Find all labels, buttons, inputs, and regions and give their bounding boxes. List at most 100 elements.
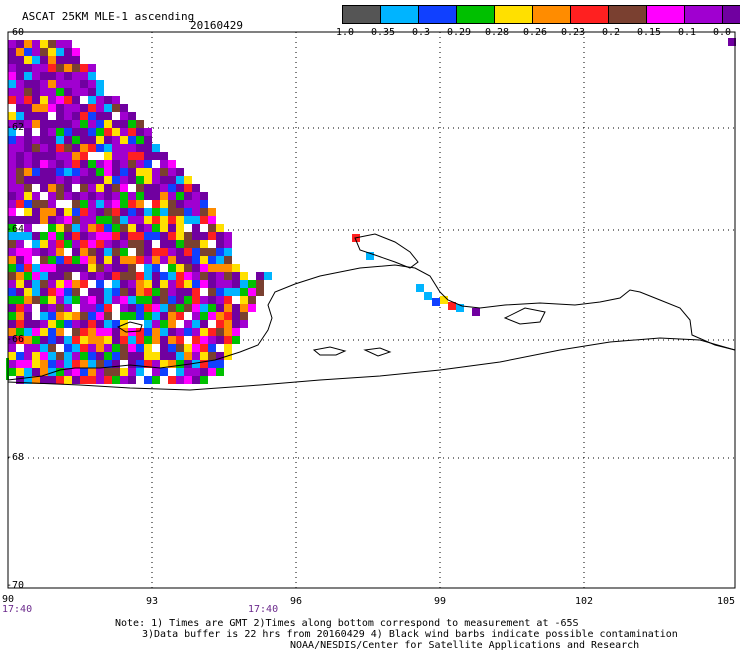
data-cell	[72, 88, 80, 96]
data-cell	[112, 128, 120, 136]
data-cell	[56, 64, 64, 72]
data-cell	[96, 256, 104, 264]
data-cell	[104, 352, 112, 360]
data-cell	[176, 192, 184, 200]
data-cell	[208, 360, 216, 368]
data-cell	[32, 72, 40, 80]
data-cell	[104, 200, 112, 208]
data-cell	[88, 168, 96, 176]
data-cell	[96, 200, 104, 208]
data-cell	[48, 104, 56, 112]
data-cell	[8, 56, 16, 64]
data-cell	[80, 288, 88, 296]
data-cell	[208, 376, 216, 384]
data-cell	[8, 232, 16, 240]
data-cell	[8, 64, 16, 72]
data-cell	[32, 248, 40, 256]
data-cell	[160, 192, 168, 200]
data-cell	[16, 96, 24, 104]
data-cell	[216, 328, 224, 336]
data-cell	[416, 284, 424, 292]
data-cell	[128, 360, 136, 368]
data-cell	[96, 320, 104, 328]
data-cell	[88, 328, 96, 336]
data-cell	[32, 176, 40, 184]
data-cell	[56, 248, 64, 256]
data-cell	[48, 144, 56, 152]
data-cell	[144, 376, 152, 384]
data-cell	[120, 248, 128, 256]
data-cell	[176, 312, 184, 320]
data-cell	[32, 328, 40, 336]
data-cell	[104, 192, 112, 200]
data-cell	[128, 312, 136, 320]
data-cell	[96, 360, 104, 368]
data-cell	[72, 360, 80, 368]
data-cell	[184, 208, 192, 216]
data-cell	[192, 304, 200, 312]
data-cell	[56, 288, 64, 296]
data-cell	[32, 232, 40, 240]
data-cell	[224, 344, 232, 352]
coastline	[7, 233, 736, 391]
data-cell	[216, 240, 224, 248]
data-cell	[104, 256, 112, 264]
data-cell	[136, 344, 144, 352]
data-cell	[168, 280, 176, 288]
data-cell	[40, 96, 48, 104]
data-cell	[144, 232, 152, 240]
data-cell	[96, 376, 104, 384]
data-cell	[200, 232, 208, 240]
data-cell	[48, 80, 56, 88]
data-cell	[48, 264, 56, 272]
data-cell	[152, 224, 160, 232]
data-cell	[144, 296, 152, 304]
data-cell	[32, 224, 40, 232]
data-cell	[64, 152, 72, 160]
data-cell	[136, 248, 144, 256]
data-cell	[32, 376, 40, 384]
data-cell	[184, 320, 192, 328]
data-cell	[192, 200, 200, 208]
data-cell	[48, 160, 56, 168]
data-cell	[64, 376, 72, 384]
data-cell	[48, 256, 56, 264]
data-cell	[40, 296, 48, 304]
data-cell	[224, 232, 232, 240]
data-cell	[200, 200, 208, 208]
data-cell	[64, 192, 72, 200]
data-cell	[8, 280, 16, 288]
data-cell	[96, 304, 104, 312]
data-cell	[216, 280, 224, 288]
data-cell	[136, 304, 144, 312]
data-cell	[8, 48, 16, 56]
data-cell	[16, 176, 24, 184]
data-cell	[80, 320, 88, 328]
data-cell	[64, 40, 72, 48]
data-cell	[112, 280, 120, 288]
data-cell	[200, 328, 208, 336]
data-cell	[16, 152, 24, 160]
data-cell	[120, 288, 128, 296]
data-cell	[24, 288, 32, 296]
data-cell	[64, 112, 72, 120]
data-cell	[64, 120, 72, 128]
data-cell	[96, 88, 104, 96]
data-cell	[32, 344, 40, 352]
data-cell	[72, 304, 80, 312]
data-cell	[88, 272, 96, 280]
data-cell	[64, 240, 72, 248]
data-cell	[104, 128, 112, 136]
data-cell	[56, 136, 64, 144]
data-cell	[80, 344, 88, 352]
data-cell	[24, 48, 32, 56]
data-cell	[160, 248, 168, 256]
data-cell	[88, 144, 96, 152]
data-cell	[40, 136, 48, 144]
data-cell	[40, 336, 48, 344]
data-cell	[160, 216, 168, 224]
data-cell	[160, 168, 168, 176]
data-cell	[24, 272, 32, 280]
data-cell	[168, 344, 176, 352]
data-cell	[8, 136, 16, 144]
